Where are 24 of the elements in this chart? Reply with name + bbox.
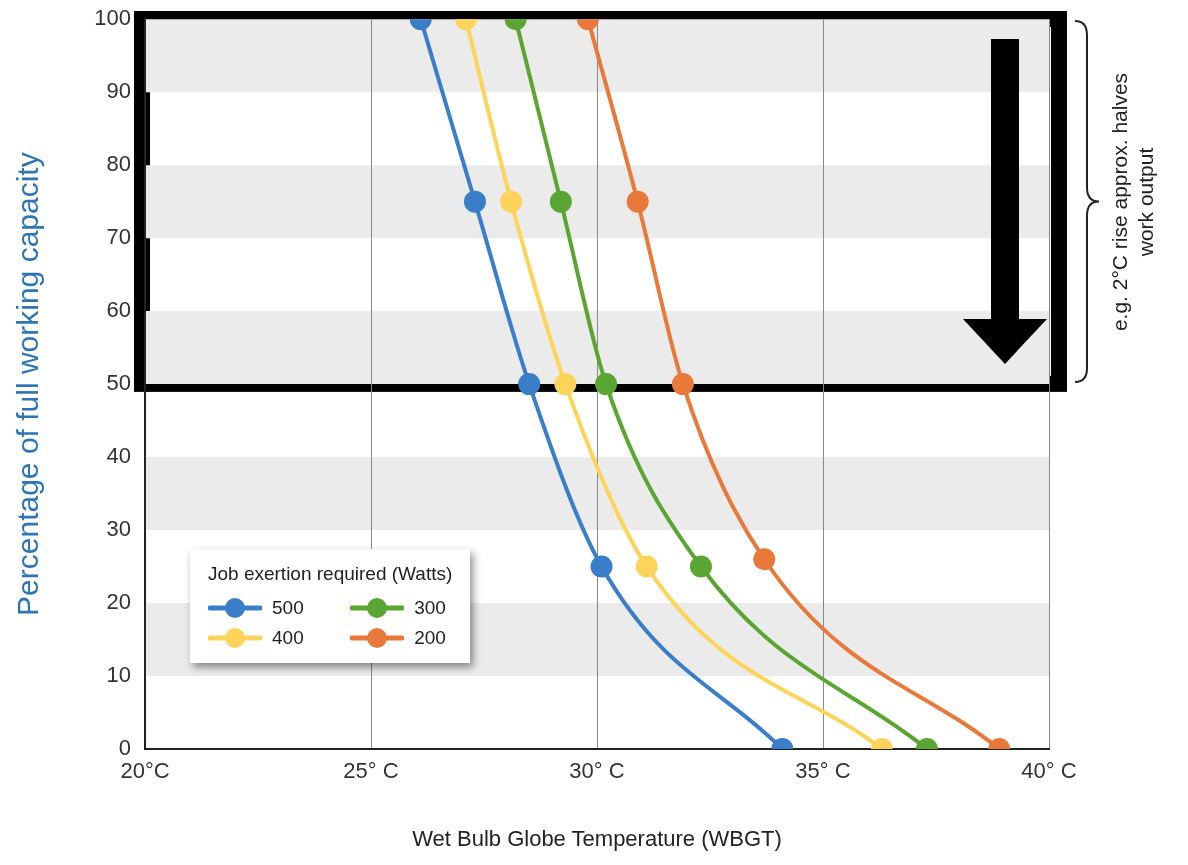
y-tick-label: 90: [106, 78, 131, 104]
x-tick-label: 35° C: [795, 758, 851, 784]
x-axis-title: Wet Bulb Globe Temperature (WBGT): [412, 825, 782, 851]
legend-label: 500: [272, 597, 304, 619]
text: e.g. 2°C rise approx. halves work output: [1107, 71, 1158, 333]
y-tick-label: 60: [106, 297, 131, 323]
x-tick-label: 25° C: [343, 758, 399, 784]
x-tick-label: 30° C: [569, 758, 625, 784]
x-tick-label: 40° C: [1021, 758, 1077, 784]
y-tick-label: 40: [106, 443, 131, 469]
x-tick-label: 20°C: [120, 758, 170, 784]
y-tick-label: 30: [106, 516, 131, 542]
y-tick-label: 100: [94, 5, 131, 31]
legend-label: 200: [414, 627, 446, 649]
y-tick-label: 80: [106, 151, 131, 177]
y-tick-label: 20: [106, 589, 131, 615]
y-axis-title: Percentage of full working capacity: [11, 152, 45, 616]
legend-label: 300: [414, 597, 446, 619]
y-tick-label: 70: [106, 224, 131, 250]
y-tick-label: 50: [106, 370, 131, 396]
legend-label: 400: [272, 627, 304, 649]
y-tick-label: 0: [118, 735, 131, 761]
y-tick-label: 10: [106, 662, 131, 688]
legend-title: Job exertion required (Watts): [208, 563, 453, 585]
